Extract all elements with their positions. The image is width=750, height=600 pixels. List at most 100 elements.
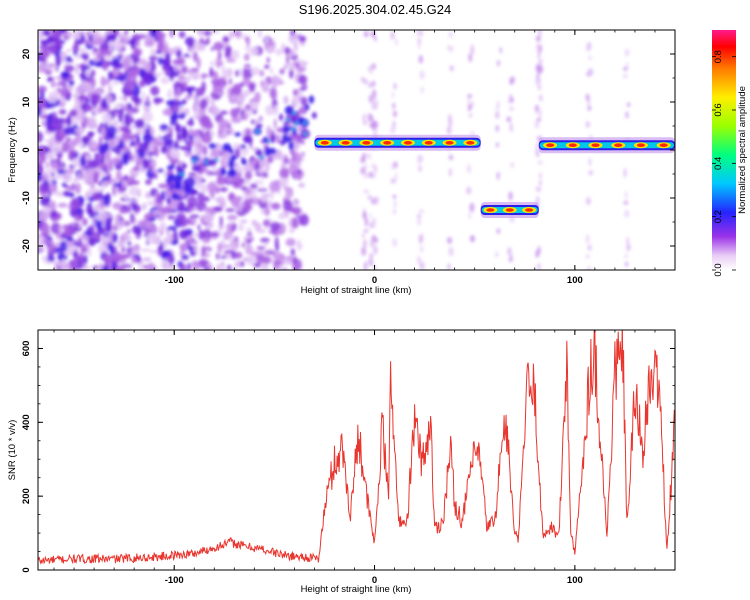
colorbar-gradient bbox=[712, 30, 736, 270]
spectrogram-streak-blob bbox=[362, 232, 365, 239]
spectrogram-x-tick-label: 0 bbox=[372, 275, 377, 286]
spectrogram-noise-blob bbox=[179, 263, 186, 270]
colorbar-tick-label: 0.2 bbox=[713, 210, 724, 223]
spectrogram-streak-blob bbox=[587, 105, 592, 112]
spectrogram-ridge-peak bbox=[383, 141, 392, 145]
spectrogram-noise-blob bbox=[84, 168, 95, 177]
spectrogram-ridge-core bbox=[539, 142, 674, 149]
spectrogram-noise-blob bbox=[230, 252, 237, 260]
spectrogram-noise-blob bbox=[138, 79, 146, 88]
spectrogram-noise-blob bbox=[124, 30, 129, 36]
spectrogram-noise-blob bbox=[258, 115, 263, 122]
spectrogram-chirp-blob bbox=[166, 196, 172, 205]
spectrogram-streak-blob bbox=[360, 156, 366, 164]
spectrogram-noise-blob bbox=[86, 209, 95, 216]
spectrogram-noise-blob bbox=[296, 169, 302, 175]
spectrogram-noise-blob bbox=[242, 89, 249, 99]
spectrogram-streak-blob bbox=[535, 250, 540, 258]
spectrogram-noise-blob bbox=[50, 78, 55, 89]
spectrogram-noise-blob bbox=[201, 72, 206, 81]
spectrogram-noise-blob bbox=[291, 154, 295, 162]
spectrogram-noise-blob bbox=[107, 242, 114, 253]
spectrogram-noise-blob bbox=[85, 155, 90, 161]
spectrogram-noise-blob bbox=[195, 43, 206, 52]
spectrogram-noise-blob bbox=[74, 53, 82, 60]
spectrogram-noise-blob bbox=[137, 188, 141, 193]
spectrogram-noise-blob bbox=[163, 134, 173, 139]
spectrogram-chirp-core bbox=[192, 159, 196, 163]
spectrogram-noise-blob bbox=[124, 112, 132, 125]
spectrogram-noise-blob bbox=[235, 166, 247, 173]
spectrogram-noise-blob bbox=[94, 188, 101, 193]
spectrogram-noise-blob bbox=[268, 200, 272, 208]
spectrogram-noise-blob bbox=[42, 30, 51, 37]
spectrogram-ridge-peak bbox=[525, 208, 534, 212]
spectrogram-noise-blob bbox=[234, 148, 241, 159]
spectrogram-noise-blob bbox=[45, 161, 49, 169]
spectrogram-noise-blob bbox=[92, 196, 100, 201]
spectrogram-noise-blob bbox=[73, 94, 77, 98]
spectrogram-noise-blob bbox=[225, 58, 236, 63]
spectrogram-noise-blob bbox=[244, 37, 249, 42]
spectrogram-noise-blob bbox=[191, 91, 196, 101]
spectrogram-noise-blob bbox=[114, 119, 118, 126]
spectrogram-noise-blob bbox=[47, 94, 58, 104]
spectrogram-noise-blob bbox=[47, 77, 55, 81]
spectrogram-noise-blob bbox=[112, 202, 123, 210]
snr-frame bbox=[37, 329, 676, 571]
spectrogram-streak-blob bbox=[369, 113, 373, 122]
spectrogram-noise-blob bbox=[162, 108, 173, 116]
spectrogram-noise-blob bbox=[201, 207, 211, 211]
spectrogram-noise-blob bbox=[94, 60, 100, 68]
spectrogram-noise-blob bbox=[121, 131, 131, 140]
spectrogram-streak-blob bbox=[367, 258, 372, 267]
spectrogram-noise-blob bbox=[109, 72, 115, 80]
spectrogram-chirp-core bbox=[295, 121, 299, 125]
spectrogram-noise-blob bbox=[50, 160, 59, 170]
spectrogram-noise-blob bbox=[94, 153, 100, 157]
spectrogram-noise-blob bbox=[73, 41, 79, 49]
spectrogram-noise-blob bbox=[233, 182, 239, 186]
spectrogram-noise-blob bbox=[119, 103, 127, 107]
spectrogram-ridge-peak bbox=[546, 143, 555, 147]
spectrogram-noise-blob bbox=[70, 115, 80, 128]
spectrogram-noise-blob bbox=[177, 216, 189, 227]
spectrogram-noise-blob bbox=[167, 225, 178, 231]
spectrogram-noise-blob bbox=[291, 95, 300, 108]
spectrogram-noise-blob bbox=[287, 35, 299, 43]
spectrogram-noise-blob bbox=[127, 241, 132, 246]
spectrogram-streak-blob bbox=[587, 265, 592, 270]
spectrogram-streak-blob bbox=[469, 202, 475, 213]
spectrogram-noise-blob bbox=[93, 34, 97, 41]
spectrogram-noise-blob bbox=[86, 84, 93, 93]
spectrogram-noise-blob bbox=[285, 238, 296, 247]
spectrogram-noise-blob bbox=[296, 66, 304, 73]
spectrogram-noise-blob bbox=[244, 46, 251, 51]
colorbar: 0.0 0.2 0.4 0.6 0.8 Normalized spectral ampl… bbox=[712, 30, 748, 277]
spectrogram-noise-blob bbox=[216, 177, 227, 186]
spectrogram-noise-blob bbox=[132, 166, 140, 171]
spectrogram-noise-blob bbox=[38, 131, 44, 143]
spectrogram-chirp-core bbox=[204, 160, 208, 164]
spectrogram-noise-blob bbox=[59, 87, 70, 98]
spectrogram-ridge-peak bbox=[424, 141, 433, 145]
spectrogram-noise-blob bbox=[103, 180, 110, 185]
spectrogram-streak-blob bbox=[585, 44, 590, 53]
spectrogram-noise-blob bbox=[39, 222, 50, 234]
spectrogram-chirp-blob bbox=[241, 144, 246, 149]
spectrogram-streak-blob bbox=[448, 45, 454, 53]
spectrogram-noise-blob bbox=[196, 30, 206, 36]
spectrogram-noise-blob bbox=[163, 67, 171, 71]
spectrogram-noise-blob bbox=[283, 185, 288, 190]
spectrogram-noise-blob bbox=[153, 146, 160, 157]
spectrogram-noise-blob bbox=[129, 77, 136, 81]
spectrogram-noise-blob bbox=[178, 243, 189, 251]
spectrogram-streak-blob bbox=[373, 120, 379, 129]
spectrogram-noise-blob bbox=[72, 251, 79, 258]
spectrogram-streak-blob bbox=[363, 171, 368, 179]
spectrogram-noise-blob bbox=[144, 39, 155, 48]
spectrogram-noise-blob bbox=[147, 150, 156, 156]
colorbar-tick-label: 0.6 bbox=[713, 103, 724, 116]
spectrogram-streak-blob bbox=[534, 104, 539, 112]
